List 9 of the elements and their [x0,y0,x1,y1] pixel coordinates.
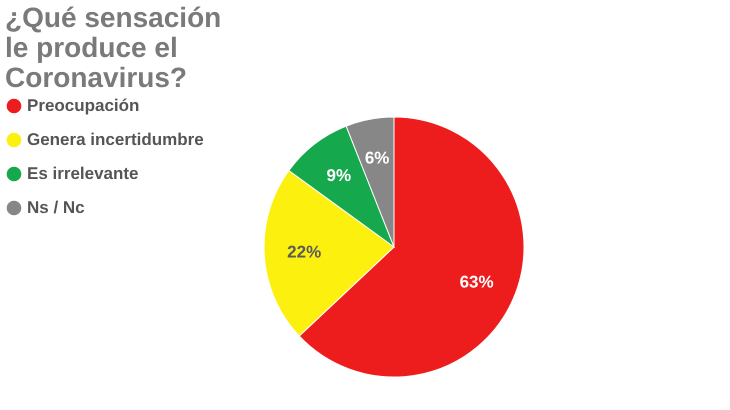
chart-title: ¿Qué sensación le produce el Coronavirus? [5,2,222,93]
data-label: 63% [460,272,494,292]
legend-label: Preocupación [27,96,140,115]
legend-label: Genera incertidumbre [27,130,204,149]
data-label: 9% [326,166,352,185]
data-label: 6% [364,148,390,168]
data-label: 22% [287,242,322,262]
legend-label: Es irrelevante [27,164,139,183]
legend-label: Ns / Nc [27,198,85,217]
